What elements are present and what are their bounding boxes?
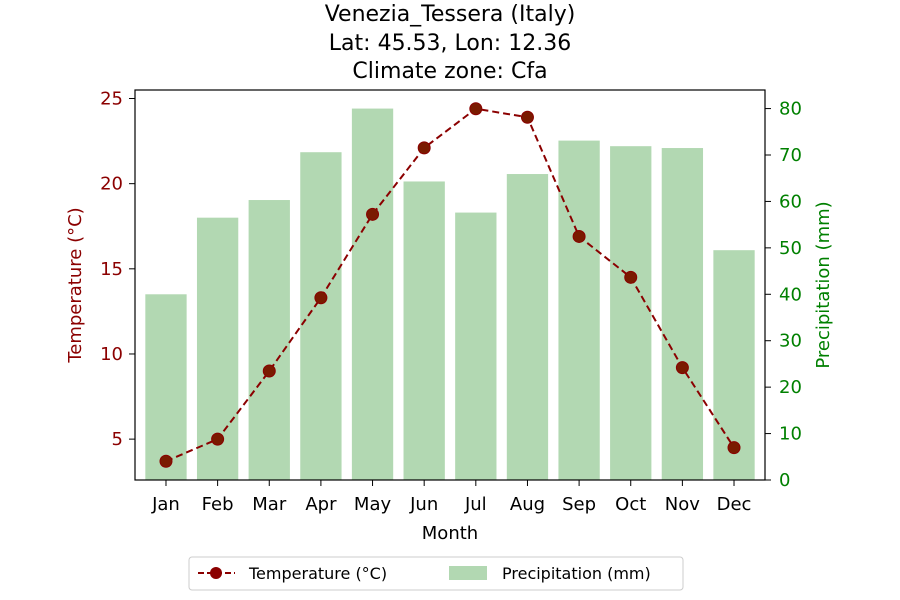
temperature-point bbox=[159, 454, 173, 468]
y-right-tick-label: 60 bbox=[779, 191, 802, 212]
temperature-point bbox=[675, 361, 689, 375]
precipitation-bar bbox=[506, 174, 549, 481]
precipitation-bar bbox=[610, 146, 652, 480]
chart-title-line-1: Venezia_Tessera (Italy) bbox=[325, 2, 576, 27]
chart-title-line-3: Climate zone: Cfa bbox=[352, 59, 547, 84]
temperature-point bbox=[211, 432, 225, 446]
x-tick-label: Oct bbox=[615, 494, 646, 515]
x-tick-label: Aug bbox=[510, 494, 545, 515]
precipitation-bar bbox=[455, 212, 497, 481]
x-tick-label: Feb bbox=[202, 494, 234, 515]
temperature-point bbox=[572, 229, 586, 243]
legend-temperature-marker-icon bbox=[210, 567, 222, 579]
y-left-tick-label: 10 bbox=[100, 344, 123, 365]
precipitation-bar bbox=[661, 148, 704, 481]
y-right-tick-label: 80 bbox=[779, 99, 802, 120]
temperature-point bbox=[727, 441, 741, 455]
y-left-tick-label: 15 bbox=[100, 259, 123, 280]
x-tick-label: Sep bbox=[562, 494, 596, 515]
y-right-tick-label: 70 bbox=[779, 145, 802, 166]
precipitation-bar bbox=[248, 200, 290, 481]
x-tick-label: Jan bbox=[151, 494, 180, 515]
x-tick-label: Apr bbox=[305, 494, 337, 515]
y-left-tick-label: 5 bbox=[112, 429, 123, 450]
legend-precipitation-label: Precipitation (mm) bbox=[502, 564, 651, 583]
temperature-point bbox=[314, 291, 328, 305]
x-tick-label: Jun bbox=[409, 494, 438, 515]
precipitation-bars bbox=[145, 108, 755, 481]
x-tick-label: Mar bbox=[252, 494, 287, 515]
y-right-tick-label: 40 bbox=[779, 284, 802, 305]
legend: Temperature (°C) Precipitation (mm) bbox=[188, 556, 684, 591]
chart-title: Venezia_Tessera (Italy) Lat: 45.53, Lon:… bbox=[325, 2, 576, 84]
precipitation-bar bbox=[403, 181, 445, 480]
precipitation-bar bbox=[351, 108, 394, 481]
temperature-point bbox=[520, 110, 534, 124]
x-axis-label: Month bbox=[422, 523, 478, 544]
y-axis-right: 0 10 20 30 40 50 60 70 80 bbox=[765, 99, 802, 491]
x-tick-label: Jul bbox=[464, 494, 487, 515]
temperature-point bbox=[624, 270, 638, 284]
y-right-tick-label: 20 bbox=[779, 377, 802, 398]
legend-box bbox=[188, 556, 684, 591]
x-tick-label: May bbox=[354, 494, 392, 515]
y-right-tick-label: 10 bbox=[779, 424, 802, 445]
temperature-point bbox=[417, 141, 431, 155]
y-right-tick-label: 0 bbox=[779, 470, 790, 491]
temperature-point bbox=[366, 207, 380, 221]
temperature-point bbox=[262, 364, 276, 378]
y-axis-right-label: Precipitation (mm) bbox=[813, 201, 834, 368]
temperature-line bbox=[159, 102, 741, 468]
precipitation-bar bbox=[558, 140, 600, 480]
temperature-series-line bbox=[165, 107, 735, 463]
y-axis-left-label: Temperature (°C) bbox=[65, 207, 86, 363]
legend-temperature-label: Temperature (°C) bbox=[248, 564, 387, 583]
y-right-tick-label: 30 bbox=[779, 331, 802, 352]
x-axis: Jan Feb Mar Apr May Jun Jul Aug Sep Oct Nov Dec bbox=[151, 480, 751, 515]
temperature-point bbox=[469, 102, 483, 116]
precipitation-bar bbox=[300, 152, 342, 480]
y-right-tick-label: 50 bbox=[779, 238, 802, 259]
y-left-tick-label: 20 bbox=[100, 174, 123, 195]
x-tick-label: Dec bbox=[717, 494, 752, 515]
chart-title-line-2: Lat: 45.53, Lon: 12.36 bbox=[329, 31, 571, 56]
precipitation-bar bbox=[145, 294, 187, 480]
x-tick-label: Nov bbox=[665, 494, 700, 515]
plot-frame bbox=[134, 89, 766, 481]
y-left-tick-label: 25 bbox=[100, 89, 123, 110]
y-axis-left: 5 10 15 20 25 bbox=[100, 89, 135, 450]
legend-precipitation-swatch-icon bbox=[449, 566, 487, 580]
